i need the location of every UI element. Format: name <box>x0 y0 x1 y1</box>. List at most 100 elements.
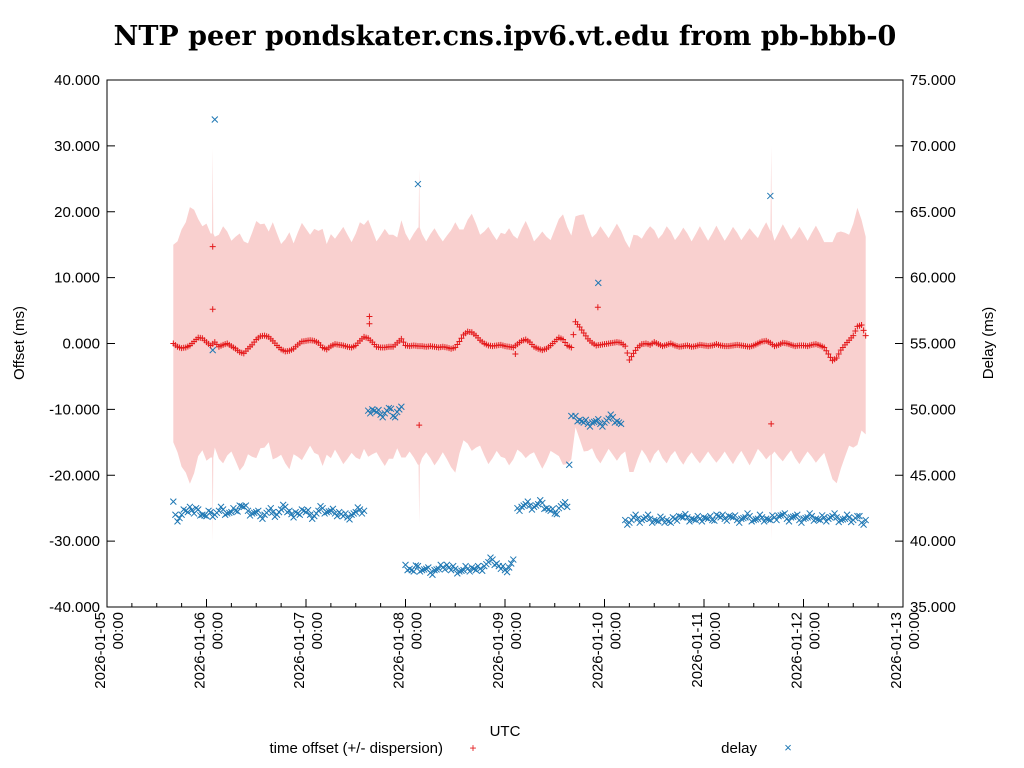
delay-point <box>538 499 546 507</box>
delay-point <box>837 516 845 524</box>
delay-point <box>228 508 235 516</box>
delay-point <box>692 516 700 524</box>
delay-point <box>184 508 192 516</box>
chart-title: NTP peer pondskater.cns.ipv6.vt.edu from… <box>114 21 897 52</box>
delay-point <box>715 512 722 520</box>
x-tick-label: 2026-01-1100:00 <box>689 612 724 688</box>
delay-point <box>605 415 612 422</box>
y2-tick-label: 45.000 <box>910 467 956 484</box>
delay-point <box>505 564 513 571</box>
delay-point <box>526 502 534 509</box>
delay-point <box>420 566 428 573</box>
offset-point <box>850 332 857 339</box>
delay-point <box>677 513 685 521</box>
delay-point <box>742 514 749 521</box>
delay-point <box>232 507 239 515</box>
delay-point <box>787 514 795 521</box>
delay-point <box>250 509 258 517</box>
y2-tick-label: 75.000 <box>910 72 956 89</box>
delay-point <box>451 565 459 573</box>
delay-point <box>646 515 654 523</box>
offset-point <box>823 347 830 354</box>
delay-point <box>215 507 223 515</box>
offset-point <box>456 338 463 345</box>
delay-point <box>478 567 486 575</box>
delay-point <box>466 568 474 575</box>
delay-point <box>199 511 206 519</box>
delay-point <box>725 512 733 520</box>
delay-point <box>758 514 766 521</box>
delay-point <box>831 510 838 517</box>
y-axis-label: Offset (ms) <box>11 306 28 380</box>
offset-outlier <box>366 313 373 320</box>
delay-point <box>424 564 432 571</box>
delay-point <box>356 506 364 513</box>
y-tick-label: 20.000 <box>54 204 100 221</box>
delay-point <box>447 566 455 574</box>
y-tick-label: 30.000 <box>54 138 100 155</box>
delay-point <box>323 508 331 516</box>
delay-point <box>503 568 511 576</box>
delay-point <box>594 415 602 423</box>
offset-outlier <box>209 306 216 313</box>
delay-point <box>277 506 285 513</box>
delay-point <box>565 461 573 469</box>
delay-point <box>234 508 241 515</box>
delay-point <box>242 502 250 509</box>
delay-point <box>820 514 828 521</box>
delay-point <box>516 507 523 515</box>
delay-point <box>553 510 561 518</box>
delay-point <box>681 510 689 518</box>
delay-point <box>342 510 349 517</box>
delay-point <box>698 518 706 525</box>
offset-point <box>852 327 859 334</box>
y-tick-label: -20.000 <box>49 467 100 484</box>
x-tick-label: 2026-01-1000:00 <box>590 612 625 689</box>
delay-point <box>762 515 770 523</box>
y-tick-label: 0.000 <box>62 336 100 353</box>
delay-point <box>684 514 691 521</box>
delay-point <box>188 506 196 514</box>
delay-point <box>269 508 277 516</box>
delay-point <box>766 516 774 524</box>
delay-point <box>435 565 443 573</box>
delay-point <box>194 506 202 513</box>
y-tick-label: 40.000 <box>54 72 100 89</box>
offset-outlier <box>512 351 519 358</box>
offset-point <box>860 327 867 334</box>
offset-point <box>400 339 407 346</box>
delay-point <box>532 502 540 509</box>
delay-point <box>306 511 314 519</box>
delay-point <box>789 513 797 521</box>
x-tick-label: 2026-01-1300:00 <box>888 612 923 689</box>
y2-tick-label: 65.000 <box>910 204 956 221</box>
legend-offset-marker: + <box>469 741 476 755</box>
delay-point <box>410 568 418 575</box>
delay-point <box>750 516 758 524</box>
x-tick-label: 2026-01-0700:00 <box>291 612 326 689</box>
delay-point <box>485 558 492 566</box>
delay-point <box>325 508 333 515</box>
delay-point <box>346 516 353 523</box>
delay-point <box>700 514 708 521</box>
delay-point <box>472 566 480 574</box>
delay-point <box>385 404 393 412</box>
offset-outlier <box>594 304 601 311</box>
offset-point <box>862 332 869 339</box>
delay-point <box>509 556 517 563</box>
delay-point <box>352 508 360 516</box>
y2-tick-label: 55.000 <box>910 336 956 353</box>
delay-point <box>207 508 214 516</box>
delay-point <box>551 510 559 517</box>
delay-point <box>169 498 177 505</box>
delay-point <box>737 515 745 523</box>
delay-point <box>690 516 697 523</box>
delay-point <box>659 515 666 523</box>
x-tick-label: 2026-01-0500:00 <box>92 612 127 689</box>
delay-point <box>286 507 293 515</box>
offset-point <box>825 351 832 358</box>
delay-point <box>315 507 322 515</box>
delay-point <box>808 512 816 520</box>
delay-point <box>675 512 683 520</box>
delay-point <box>254 507 262 515</box>
